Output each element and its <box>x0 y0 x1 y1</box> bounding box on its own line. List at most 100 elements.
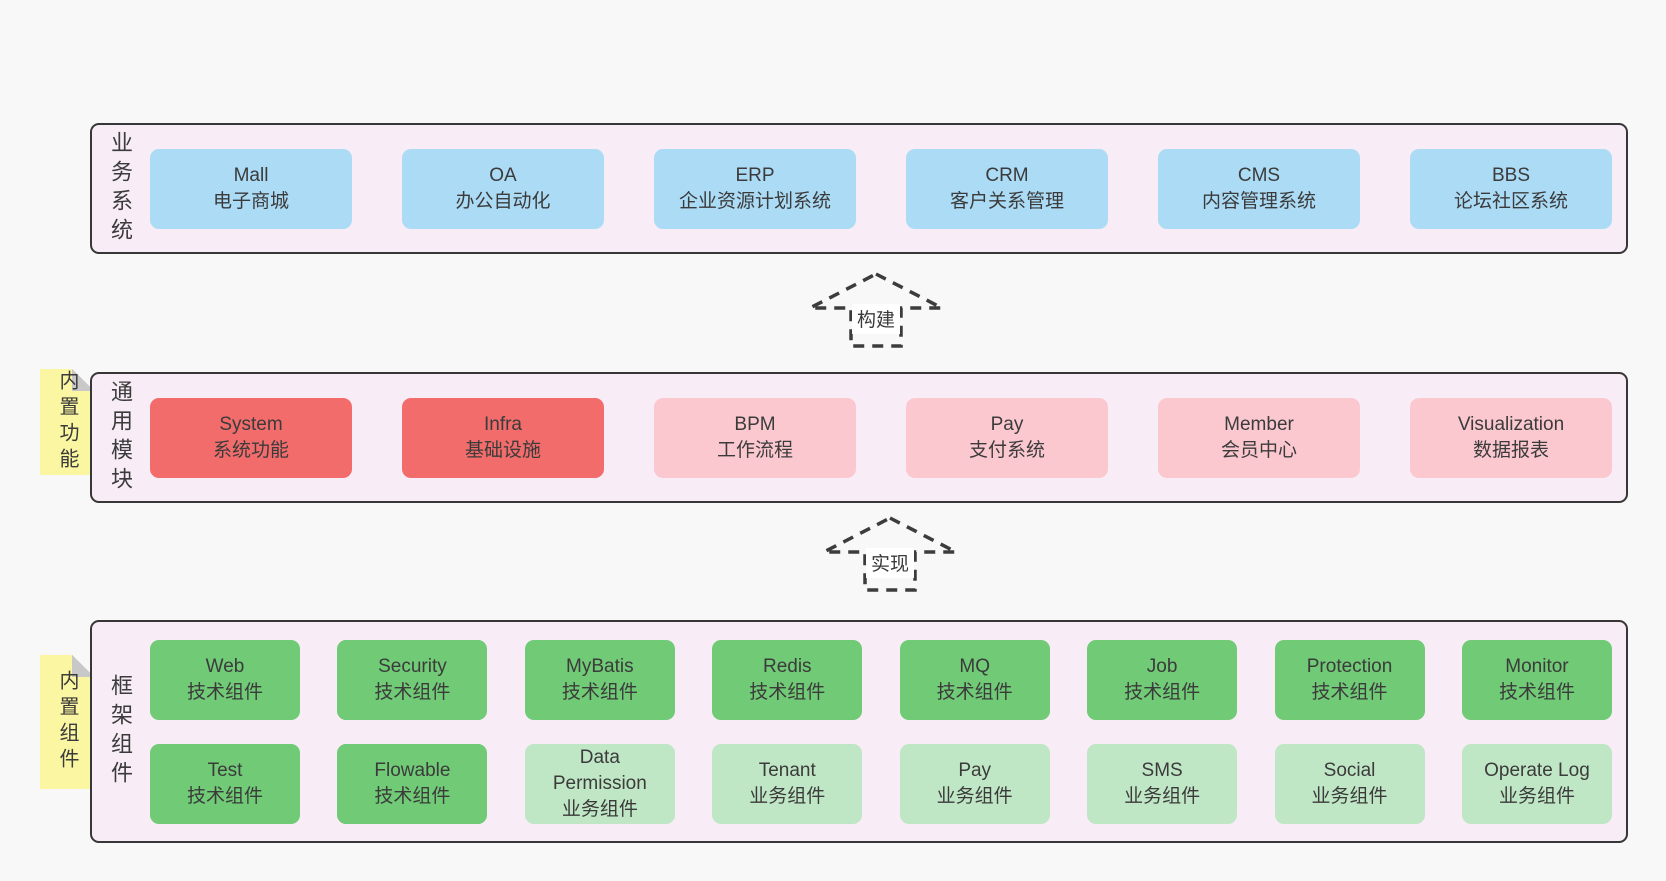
sticky-note-label: 内置功能 <box>56 370 78 474</box>
up-arrow-icon: 构建 <box>809 272 943 348</box>
component-subtitle: 业务组件 <box>749 785 826 807</box>
component-title: Pay <box>990 413 1024 435</box>
component-box-redis: Redis 技术组件 <box>712 639 863 720</box>
arrow-implement: 实现 <box>820 515 960 593</box>
component-title: CMS <box>1237 164 1281 186</box>
component-grid: Web 技术组件 Security 技术组件 MyBatis 技术组件 Redis 技术组件 M… <box>148 622 1626 841</box>
component-subtitle: 系统功能 <box>212 439 289 461</box>
component-title: Member <box>1224 413 1294 435</box>
component-subtitle: 论坛社区系统 <box>1453 190 1568 212</box>
component-subtitle: 技术组件 <box>374 785 451 807</box>
component-subtitle: 支付系统 <box>968 439 1045 461</box>
layer-label-column: 通用模块 <box>92 374 148 501</box>
layer-label: 通用模块 <box>108 379 133 496</box>
component-box-mybatis: MyBatis 技术组件 <box>524 639 675 720</box>
component-row: Mall 电子商城 OA 办公自动化 ERP 企业资源计划系统 CRM 客户关系管理 CMS 内容… <box>150 148 1612 229</box>
component-box-mq: MQ 技术组件 <box>899 639 1050 720</box>
sticky-note-label: 内置组件 <box>56 670 78 774</box>
component-box-infra: Infra 基础设施 <box>402 397 604 478</box>
component-title: Protection <box>1306 655 1393 677</box>
folded-corner-icon <box>72 655 94 677</box>
component-title: ERP <box>735 164 775 186</box>
component-title: Tenant <box>758 759 816 781</box>
component-subtitle: 技术组件 <box>186 785 263 807</box>
component-title: Operate Log <box>1484 759 1590 781</box>
sticky-note-built-in-functions: 内置功能 <box>40 369 94 475</box>
component-box-data-permission: Data Permission 业务组件 <box>524 743 675 824</box>
component-title: Flowable <box>374 759 451 781</box>
component-box-flowable: Flowable 技术组件 <box>337 743 488 824</box>
component-subtitle: 业务组件 <box>561 798 638 820</box>
component-title: Job <box>1146 655 1178 677</box>
component-subtitle: 技术组件 <box>561 681 638 703</box>
component-title: Redis <box>762 655 812 677</box>
component-title: Monitor <box>1505 655 1569 677</box>
component-box-tenant: Tenant 业务组件 <box>712 743 863 824</box>
component-subtitle: 技术组件 <box>374 681 451 703</box>
component-row: Test 技术组件 Flowable 技术组件 Data Permission 业务组件 T… <box>150 743 1612 824</box>
component-title: Infra <box>483 413 523 435</box>
component-title: Security <box>378 655 447 677</box>
component-title: Test <box>207 759 243 781</box>
component-subtitle: 技术组件 <box>1311 681 1388 703</box>
component-box-web: Web 技术组件 <box>150 639 300 720</box>
component-subtitle: 企业资源计划系统 <box>678 190 831 212</box>
component-box-monitor: Monitor 技术组件 <box>1461 639 1612 720</box>
layer-business-systems: 业务系统 Mall 电子商城 OA 办公自动化 ERP 企业资源计划系统 CRM 客户关系管理… <box>90 123 1628 254</box>
component-box-pay: Pay 支付系统 <box>906 397 1108 478</box>
arrow-build: 构建 <box>806 271 946 349</box>
component-row: Web 技术组件 Security 技术组件 MyBatis 技术组件 Redis 技术组件 M… <box>150 639 1612 720</box>
component-subtitle: 电子商城 <box>212 190 289 212</box>
sticky-note-built-in-components: 内置组件 <box>40 655 94 789</box>
component-box-job: Job 技术组件 <box>1087 639 1238 720</box>
component-title: Web <box>205 655 245 677</box>
component-title: BPM <box>734 413 776 435</box>
component-box-social: Social 业务组件 <box>1274 743 1425 824</box>
component-box-bbs: BBS 论坛社区系统 <box>1410 148 1612 229</box>
component-subtitle: 业务组件 <box>1124 785 1201 807</box>
component-box-pay: Pay 业务组件 <box>899 743 1050 824</box>
layer-framework-components: 框架组件 Web 技术组件 Security 技术组件 MyBatis 技术组件 Redis… <box>90 620 1628 843</box>
component-subtitle: 技术组件 <box>936 681 1013 703</box>
component-title: System <box>219 413 283 435</box>
component-title: Visualization <box>1457 413 1565 435</box>
component-subtitle: 客户关系管理 <box>949 190 1064 212</box>
component-box-test: Test 技术组件 <box>150 743 300 824</box>
component-subtitle: 业务组件 <box>936 785 1013 807</box>
component-subtitle: 工作流程 <box>716 439 793 461</box>
component-title: Mall <box>233 164 269 186</box>
component-box-crm: CRM 客户关系管理 <box>906 148 1108 229</box>
component-subtitle: 技术组件 <box>1498 681 1575 703</box>
layer-common-modules: 通用模块 System 系统功能 Infra 基础设施 BPM 工作流程 Pay 支付系统 Me… <box>90 372 1628 503</box>
layer-label-column: 业务系统 <box>92 125 148 252</box>
component-title: MQ <box>959 655 990 677</box>
component-subtitle: 技术组件 <box>1124 681 1201 703</box>
component-box-operate-log: Operate Log 业务组件 <box>1461 743 1612 824</box>
component-subtitle: 技术组件 <box>749 681 826 703</box>
component-subtitle: 内容管理系统 <box>1201 190 1316 212</box>
component-title: Pay <box>958 759 992 781</box>
up-arrow-icon: 实现 <box>823 516 957 592</box>
component-grid: System 系统功能 Infra 基础设施 BPM 工作流程 Pay 支付系统 Member 会… <box>148 374 1626 501</box>
arrow-label: 实现 <box>871 553 909 575</box>
component-box-protection: Protection 技术组件 <box>1274 639 1425 720</box>
component-box-member: Member 会员中心 <box>1158 397 1360 478</box>
layer-label-column: 框架组件 <box>92 622 148 841</box>
component-subtitle: 办公自动化 <box>455 190 551 212</box>
layer-label: 框架组件 <box>108 673 133 790</box>
arrow-label: 构建 <box>857 309 895 331</box>
component-box-sms: SMS 业务组件 <box>1087 743 1238 824</box>
component-title: Social <box>1323 759 1376 781</box>
component-box-bpm: BPM 工作流程 <box>654 397 856 478</box>
component-row: System 系统功能 Infra 基础设施 BPM 工作流程 Pay 支付系统 Member 会… <box>150 397 1612 478</box>
component-box-oa: OA 办公自动化 <box>402 148 604 229</box>
layer-label: 业务系统 <box>108 130 133 247</box>
component-box-security: Security 技术组件 <box>337 639 488 720</box>
component-grid: Mall 电子商城 OA 办公自动化 ERP 企业资源计划系统 CRM 客户关系管理 CMS 内容… <box>148 125 1626 252</box>
component-title: SMS <box>1141 759 1183 781</box>
folded-corner-icon <box>72 369 94 391</box>
component-subtitle: 业务组件 <box>1498 785 1575 807</box>
component-title: OA <box>489 164 517 186</box>
component-title: MyBatis <box>566 655 634 677</box>
